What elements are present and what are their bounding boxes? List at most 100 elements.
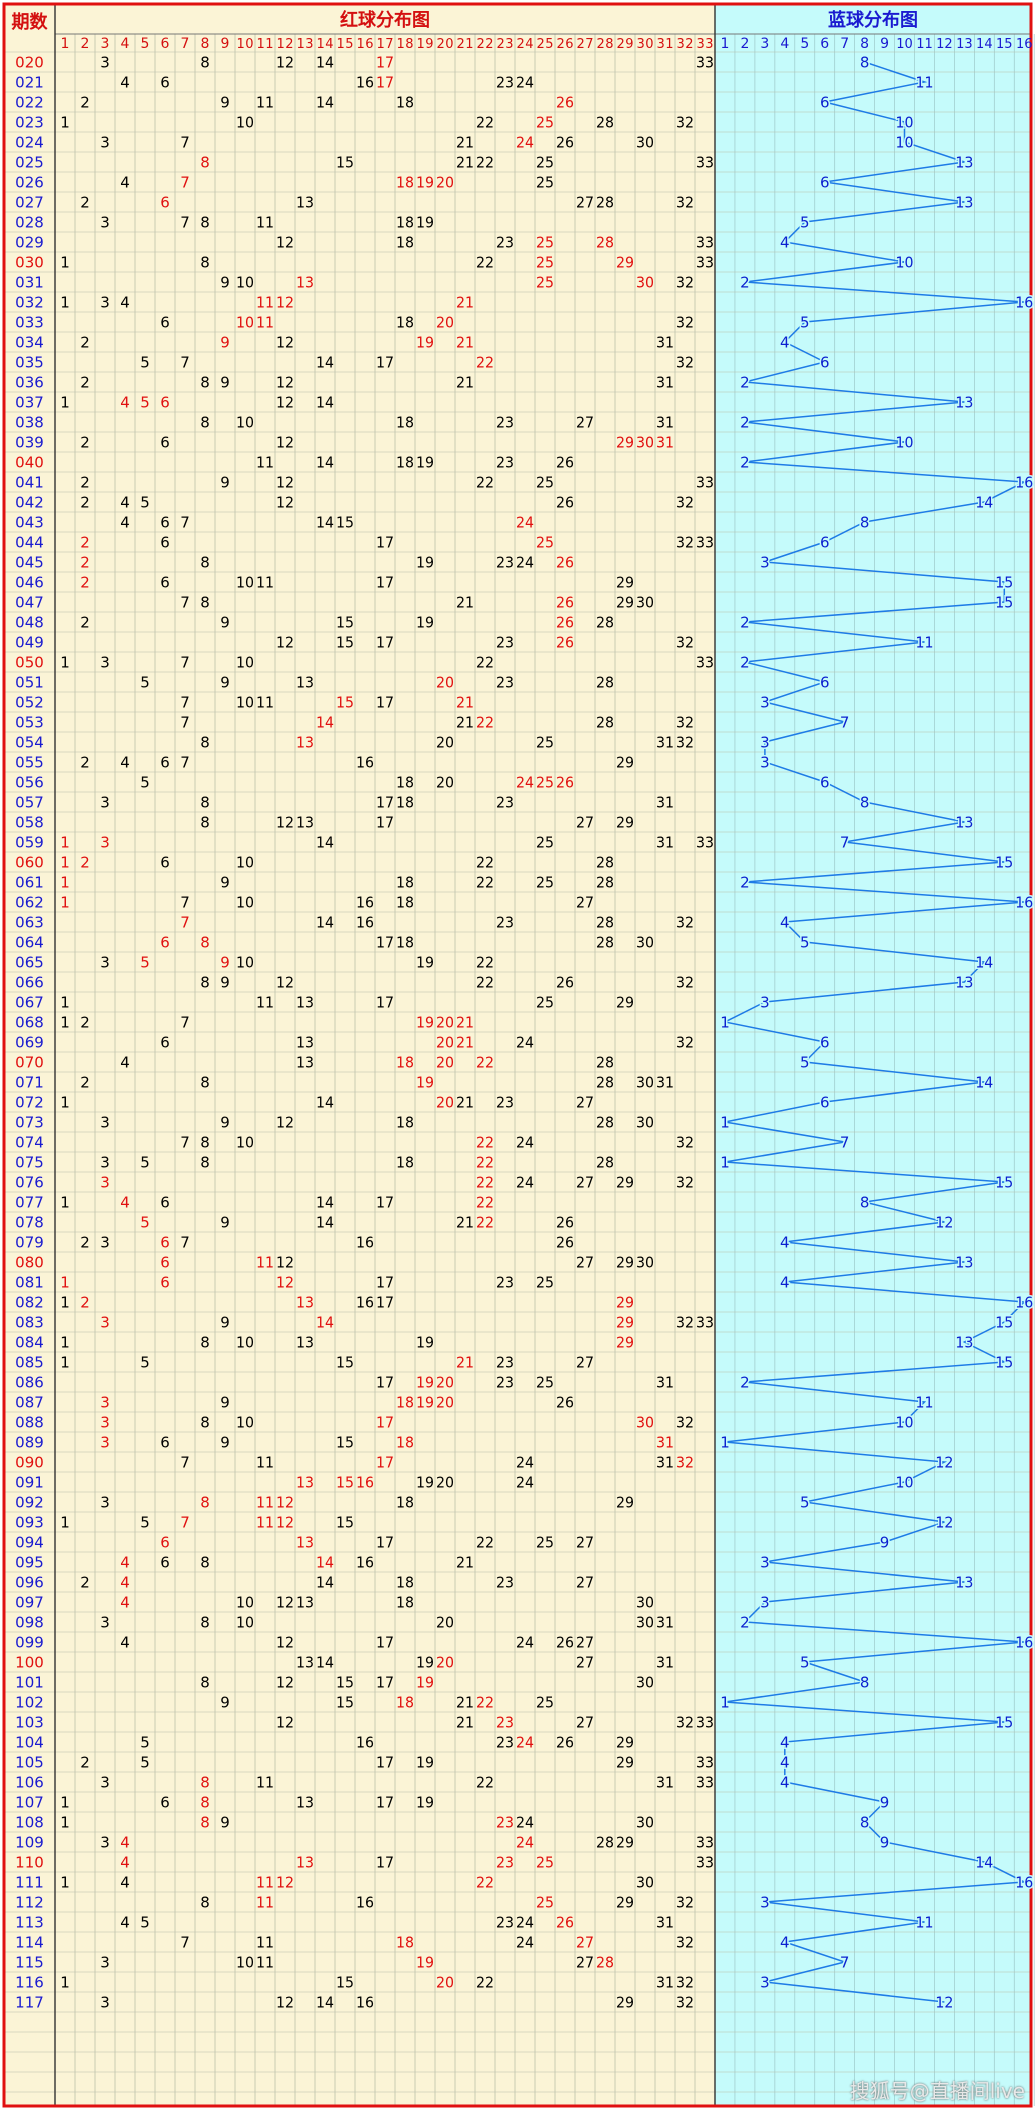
red-ball-number: 33 [696,1314,714,1332]
blue-ball-number: 10 [896,434,914,452]
period-label: 082 [15,1294,44,1312]
red-ball-number: 7 [180,354,190,372]
red-ball-number: 32 [676,1134,694,1152]
red-ball-repeat: 13 [296,734,314,752]
period-label: 094 [15,1534,44,1552]
red-ball-repeat: 11 [256,1494,274,1512]
period-label: 035 [15,354,44,372]
red-ball-number: 27 [576,1574,594,1592]
red-ball-number: 2 [80,194,90,212]
red-ball-number: 30 [636,1614,654,1632]
red-ball-number: 8 [200,1674,210,1692]
blue-ball-number: 8 [860,514,870,532]
red-ball-number: 8 [200,1614,210,1632]
red-ball-number: 23 [496,1734,514,1752]
red-col-header: 1 [61,36,70,52]
red-ball-repeat: 2 [80,534,90,552]
red-ball-number: 28 [596,1154,614,1172]
red-ball-number: 2 [80,614,90,632]
red-ball-number: 12 [276,1714,294,1732]
period-label: 112 [15,1894,44,1912]
red-ball-number: 33 [696,534,714,552]
red-ball-number: 31 [656,1614,674,1632]
blue-ball-number: 5 [800,1494,810,1512]
red-ball-repeat: 24 [516,134,534,152]
red-ball-number: 5 [140,1354,150,1372]
red-ball-number: 19 [416,1334,434,1352]
red-ball-repeat: 25 [536,1894,554,1912]
blue-ball-number: 5 [800,314,810,332]
period-label: 067 [15,994,44,1012]
blue-ball-number: 8 [860,794,870,812]
red-ball-number: 18 [396,454,414,472]
red-ball-number: 10 [236,114,254,132]
period-label: 028 [15,214,44,232]
red-ball-number: 32 [676,1174,694,1192]
red-ball-number: 10 [236,574,254,592]
red-ball-number: 8 [200,214,210,232]
red-ball-number: 30 [636,134,654,152]
red-ball-number: 22 [476,474,494,492]
red-ball-number: 14 [316,914,334,932]
red-ball-number: 15 [336,1514,354,1532]
red-col-header: 8 [201,36,210,52]
blue-ball-number: 16 [1015,894,1033,912]
red-ball-repeat: 6 [160,1274,170,1292]
red-ball-number: 12 [276,1254,294,1272]
red-ball-number: 18 [396,774,414,792]
red-ball-repeat: 4 [120,1594,130,1612]
red-ball-number: 8 [200,414,210,432]
red-ball-number: 8 [200,54,210,72]
red-ball-repeat: 31 [656,434,674,452]
red-ball-number: 33 [696,474,714,492]
red-ball-number: 1 [60,1294,70,1312]
red-ball-number: 23 [496,794,514,812]
red-ball-repeat: 25 [536,1854,554,1872]
red-ball-number: 9 [220,1314,230,1332]
red-ball-number: 7 [180,514,190,532]
red-ball-repeat: 8 [200,1814,210,1832]
period-label: 108 [15,1814,44,1832]
red-ball-number: 32 [676,534,694,552]
red-ball-repeat: 30 [636,1414,654,1432]
red-ball-number: 6 [160,754,170,772]
red-ball-number: 3 [100,214,110,232]
blue-ball-number: 13 [955,394,973,412]
red-ball-number: 6 [160,534,170,552]
red-ball-number: 30 [636,1874,654,1892]
red-ball-number: 23 [496,1574,514,1592]
red-ball-number: 27 [576,1094,594,1112]
blue-ball-number: 13 [955,194,973,212]
red-ball-number: 17 [376,1674,394,1692]
red-ball-number: 6 [160,514,170,532]
red-ball-number: 32 [676,1994,694,2012]
period-label: 044 [15,534,44,552]
red-ball-repeat: 18 [396,1434,414,1452]
red-ball-number: 25 [536,154,554,172]
red-ball-number: 3 [100,1114,110,1132]
red-ball-repeat: 1 [60,834,70,852]
red-ball-number: 5 [140,774,150,792]
red-ball-repeat: 6 [160,934,170,952]
red-ball-repeat: 26 [556,1914,574,1932]
red-ball-repeat: 21 [456,334,474,352]
red-ball-number: 29 [616,814,634,832]
red-ball-repeat: 18 [396,1694,414,1712]
red-ball-number: 22 [476,654,494,672]
red-ball-number: 29 [616,594,634,612]
period-label: 061 [15,874,44,892]
red-ball-number: 11 [256,1774,274,1792]
red-ball-number: 11 [256,1954,274,1972]
red-ball-repeat: 29 [616,1294,634,1312]
red-ball-number: 24 [516,554,534,572]
period-label: 087 [15,1394,44,1412]
blue-ball-number: 5 [800,1054,810,1072]
red-ball-repeat: 13 [296,1854,314,1872]
red-ball-number: 20 [436,734,454,752]
red-ball-repeat: 25 [536,254,554,272]
blue-ball-number: 14 [975,1074,993,1092]
blue-col-header: 11 [916,37,933,52]
red-ball-number: 1 [60,1794,70,1812]
red-ball-repeat: 17 [376,1414,394,1432]
blue-ball-number: 15 [995,1354,1013,1372]
